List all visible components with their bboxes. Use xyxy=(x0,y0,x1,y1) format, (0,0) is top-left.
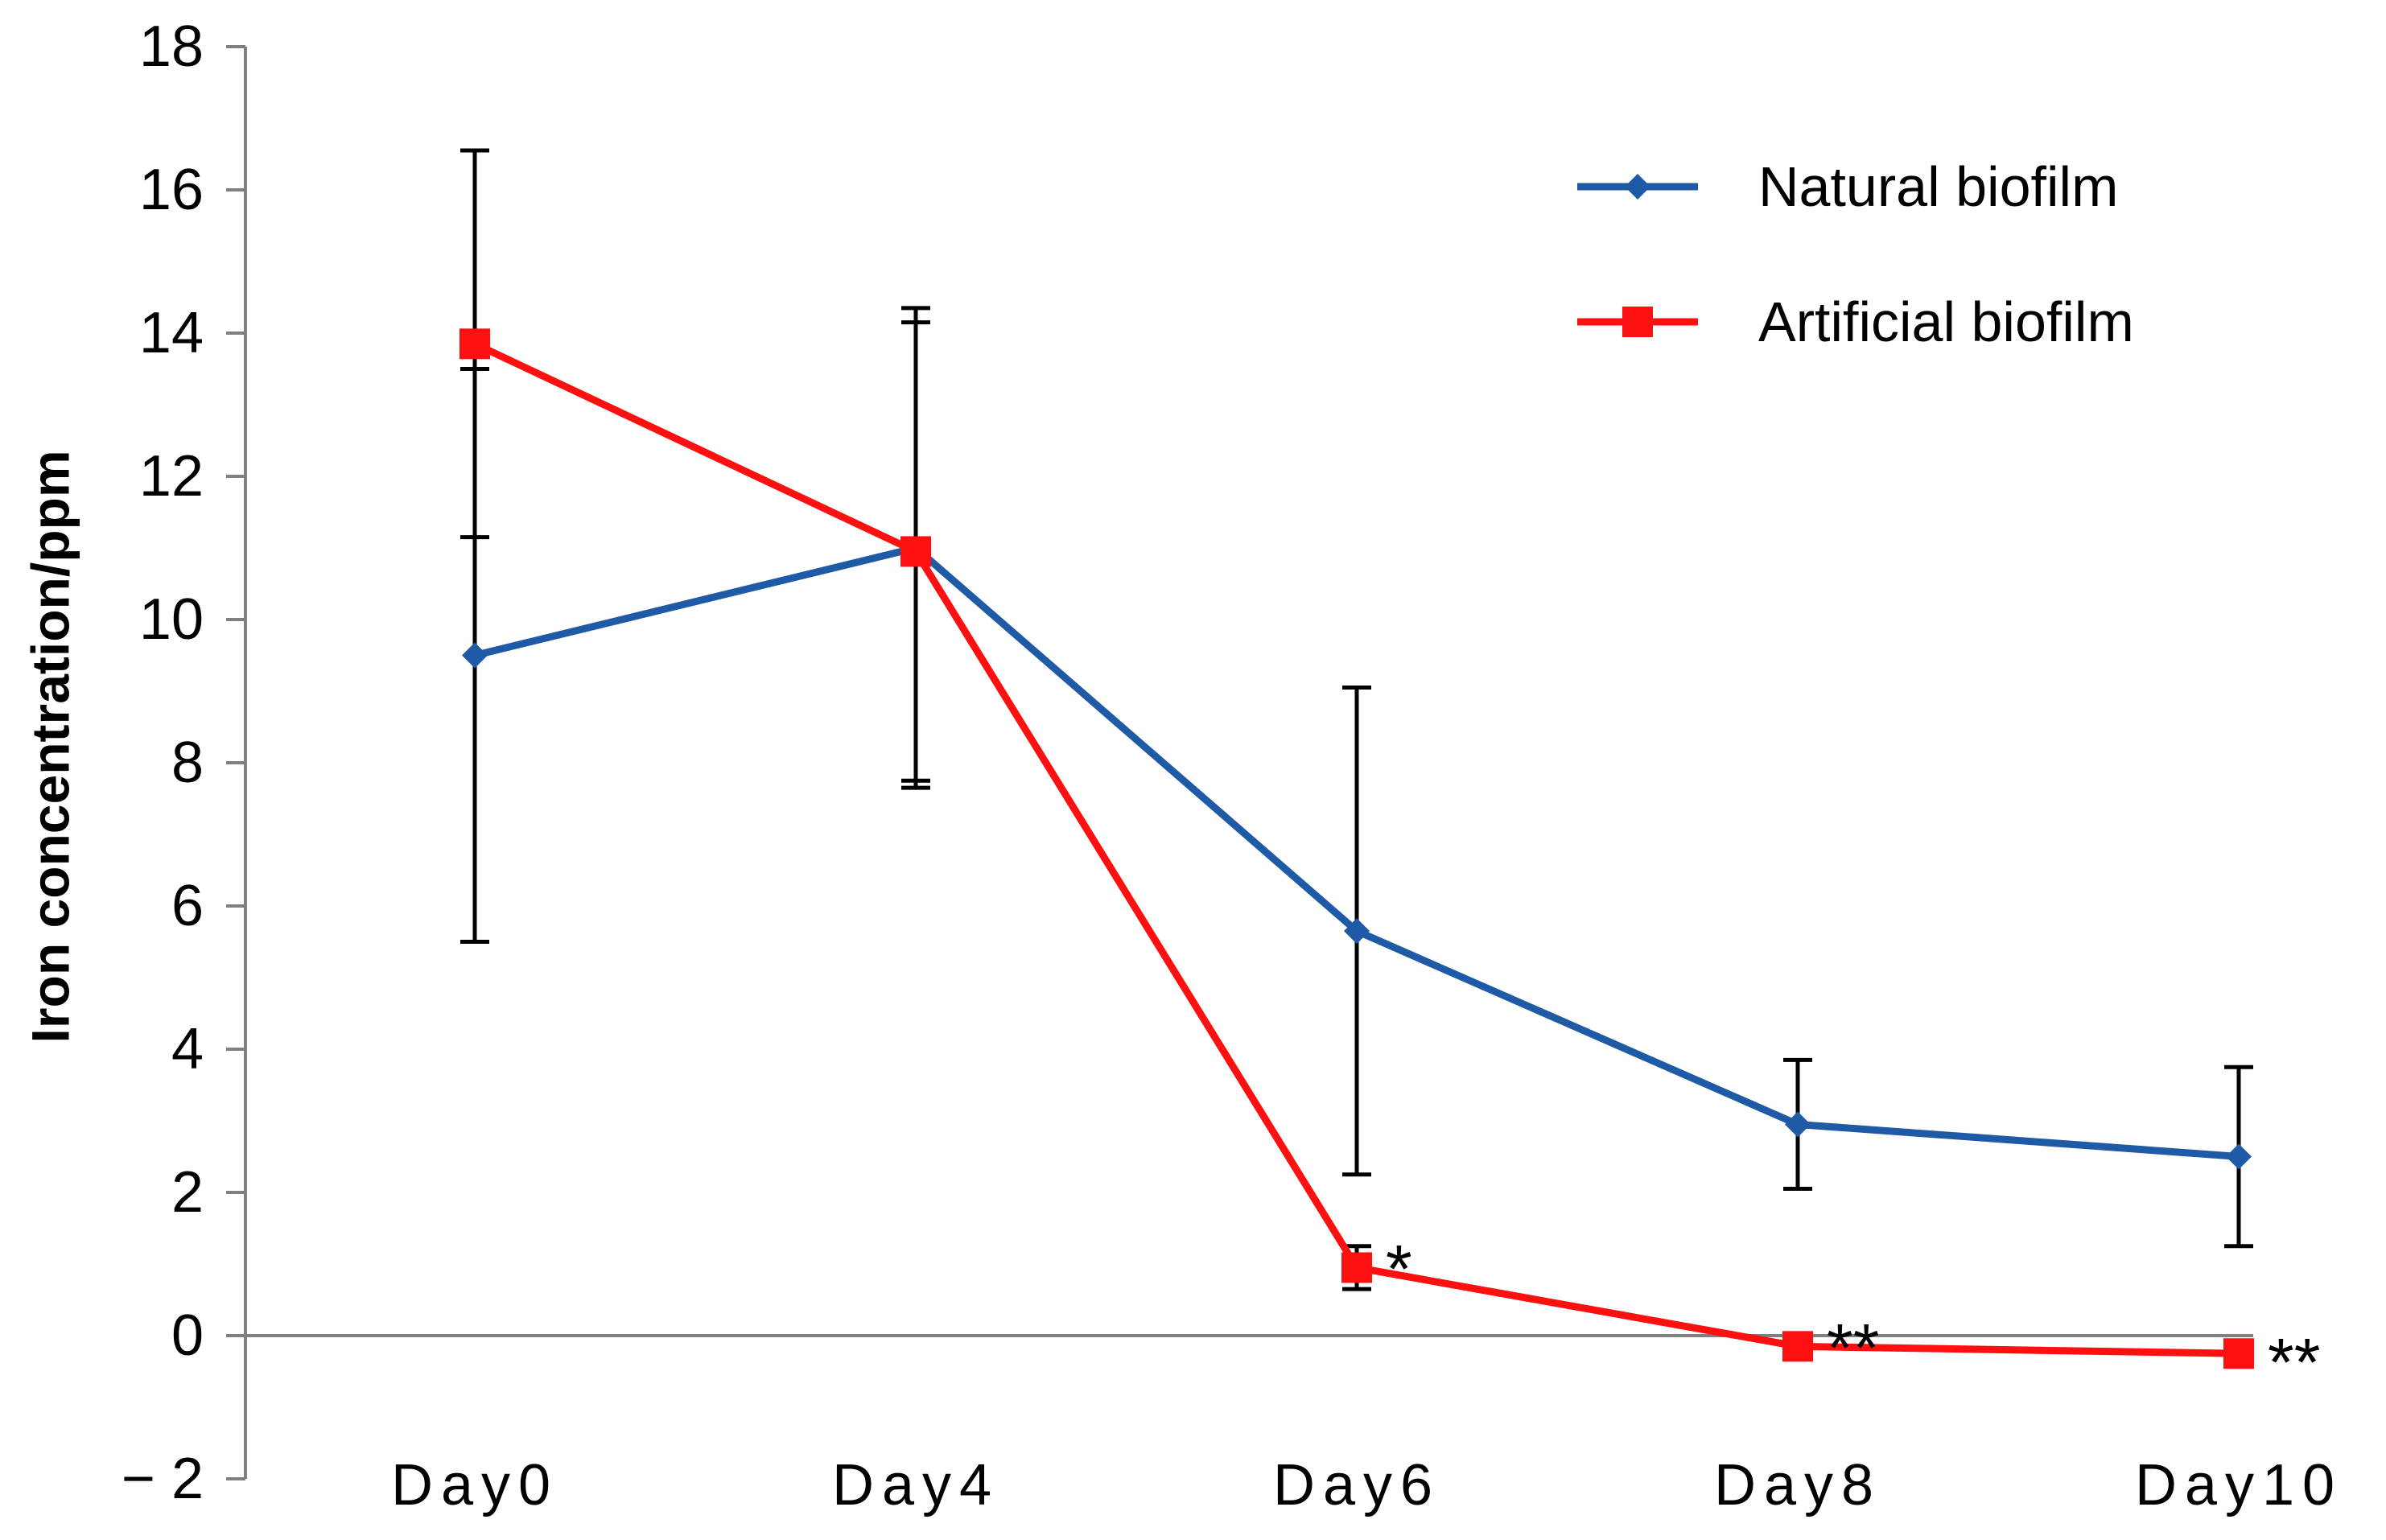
y-tick-label: 14 xyxy=(139,301,204,365)
legend-item: Artificial biofilm xyxy=(1577,290,2134,353)
y-tick-label: 6 xyxy=(171,874,204,938)
legend-label: Natural biofilm xyxy=(1758,155,2118,218)
y-tick-label: − 2 xyxy=(122,1447,204,1511)
y-tick-label: 2 xyxy=(171,1160,204,1225)
significance-marker: ** xyxy=(2268,1324,2320,1400)
y-tick-label: 12 xyxy=(139,444,204,509)
data-point xyxy=(1782,1331,1813,1362)
legend-item: Natural biofilm xyxy=(1577,155,2118,218)
data-point xyxy=(1344,918,1370,945)
y-tick-label: 8 xyxy=(171,731,204,795)
y-tick-label: 10 xyxy=(139,587,204,652)
y-axis-title: Iron concentration/ppm xyxy=(20,450,80,1043)
data-point xyxy=(1785,1111,1811,1138)
y-tick-label: 18 xyxy=(139,14,204,79)
data-point xyxy=(462,642,488,669)
x-tick-label: Day8 xyxy=(1714,1453,1881,1517)
x-tick-label: Day0 xyxy=(391,1453,558,1517)
series-layer xyxy=(459,148,2254,1369)
data-point xyxy=(2226,1143,2252,1170)
x-tick-label: Day6 xyxy=(1273,1453,1440,1517)
data-point xyxy=(900,536,931,567)
legend-label: Artificial biofilm xyxy=(1758,290,2134,353)
data-point xyxy=(459,328,490,360)
legend: Natural biofilm Artificial biofilm xyxy=(1577,155,2134,353)
y-tick-label: 4 xyxy=(171,1017,204,1081)
data-point xyxy=(1341,1252,1372,1283)
legend-marker xyxy=(1622,307,1653,337)
significance-marker: ** xyxy=(1827,1310,1879,1386)
legend-marker xyxy=(1625,174,1650,200)
significance-marker: * xyxy=(1386,1231,1412,1307)
y-tick-label: 16 xyxy=(139,158,204,222)
data-point xyxy=(2223,1338,2254,1369)
x-axis-labels: Day0 Day4 Day6 Day8 Day10 xyxy=(391,1453,2343,1517)
series-artificial-biofilm xyxy=(459,148,2254,1369)
x-tick-label: Day4 xyxy=(832,1453,999,1517)
significance-annotations: *** ** xyxy=(1386,1231,2320,1400)
y-axis: − 2 0 2 4 6 8 10 12 14 16 18 xyxy=(122,14,247,1511)
x-tick-label: Day10 xyxy=(2135,1453,2343,1517)
y-tick-label: 0 xyxy=(171,1303,204,1368)
series-natural-biofilm xyxy=(460,306,2253,1249)
